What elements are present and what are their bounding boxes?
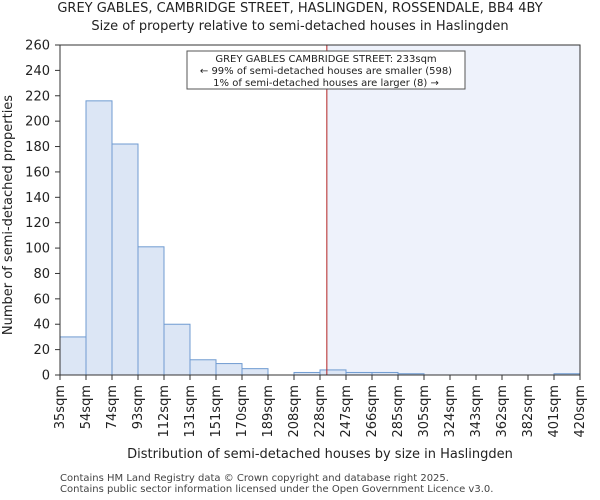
y-tick-label-140: 140 [25, 191, 50, 206]
x-tick-label-189sqm: 189sqm [261, 385, 276, 438]
bar-54sqm [85, 100, 113, 376]
x-tick-label-170sqm: 170sqm [235, 385, 250, 438]
x-tick-label-93sqm: 93sqm [131, 385, 146, 429]
bar-35sqm [59, 336, 87, 376]
annotation-background [186, 50, 466, 90]
x-tick-label-305sqm: 305sqm [417, 385, 432, 438]
bar-112sqm [163, 323, 191, 376]
bar-74sqm [111, 143, 139, 376]
x-tick-label-285sqm: 285sqm [391, 385, 406, 438]
y-tick-label-40: 40 [33, 318, 50, 333]
x-tick-label-151sqm: 151sqm [209, 385, 224, 438]
chart-subtitle: Size of property relative to semi-detach… [91, 19, 509, 34]
y-tick-label-240: 240 [25, 64, 50, 79]
x-tick-label-420sqm: 420sqm [573, 385, 588, 438]
bars-group [59, 100, 581, 376]
annotation-line-2: ← 99% of semi-detached houses are smalle… [200, 66, 452, 77]
bar-93sqm [137, 246, 165, 376]
x-tick-label-208sqm: 208sqm [287, 385, 302, 438]
x-tick-label-131sqm: 131sqm [183, 385, 198, 438]
x-tick-label-362sqm: 362sqm [495, 385, 510, 438]
x-tick-label-343sqm: 343sqm [469, 385, 484, 438]
y-tick-label-160: 160 [25, 165, 50, 180]
bar-228sqm [319, 369, 347, 376]
bar-131sqm [189, 359, 217, 376]
x-tick-label-266sqm: 266sqm [365, 385, 380, 438]
x-tick-label-247sqm: 247sqm [339, 385, 354, 438]
bar-170sqm [241, 368, 269, 376]
annotation-line-3: 1% of semi-detached houses are larger (8… [213, 78, 439, 89]
x-tick-label-228sqm: 228sqm [313, 385, 328, 438]
axes-group: 0 20 40 60 80 100 120 140 160 180 200 220 240 260 35sq… [25, 39, 588, 438]
x-tick-label-74sqm: 74sqm [105, 385, 120, 429]
annotation-line-1: GREY GABLES CAMBRIDGE STREET: 233sqm [215, 54, 436, 65]
y-tick-label-220: 220 [25, 89, 50, 104]
larger-region-shading [326, 45, 580, 375]
y-tick-label-180: 180 [25, 140, 50, 155]
y-tick-label-0: 0 [42, 369, 50, 384]
y-tick-label-60: 60 [33, 292, 50, 307]
x-axis-label: Distribution of semi-detached houses by … [127, 447, 513, 462]
y-tick-label-80: 80 [33, 267, 50, 282]
annotation-box: GREY GABLES CAMBRIDGE STREET: 233sqm ← 9… [186, 50, 466, 90]
bar-151sqm [215, 363, 243, 376]
footer-line-1: Contains HM Land Registry data © Crown c… [60, 473, 449, 484]
x-tick-label-112sqm: 112sqm [157, 385, 172, 438]
y-axis-label: Number of semi-detached properties [1, 95, 16, 335]
y-tick-label-120: 120 [25, 216, 50, 231]
x-tick-label-401sqm: 401sqm [547, 385, 562, 438]
y-tick-label-100: 100 [25, 242, 50, 257]
chart-title: GREY GABLES, CAMBRIDGE STREET, HASLINGDE… [57, 1, 543, 16]
x-tick-label-54sqm: 54sqm [79, 385, 94, 429]
x-tick-label-324sqm: 324sqm [443, 385, 458, 438]
y-tick-label-260: 260 [25, 39, 50, 54]
x-tick-label-35sqm: 35sqm [53, 385, 68, 429]
x-tick-label-382sqm: 382sqm [521, 385, 536, 438]
y-tick-label-200: 200 [25, 115, 50, 130]
footer-line-2: Contains public sector information licen… [60, 484, 494, 495]
y-tick-label-20: 20 [33, 343, 50, 358]
